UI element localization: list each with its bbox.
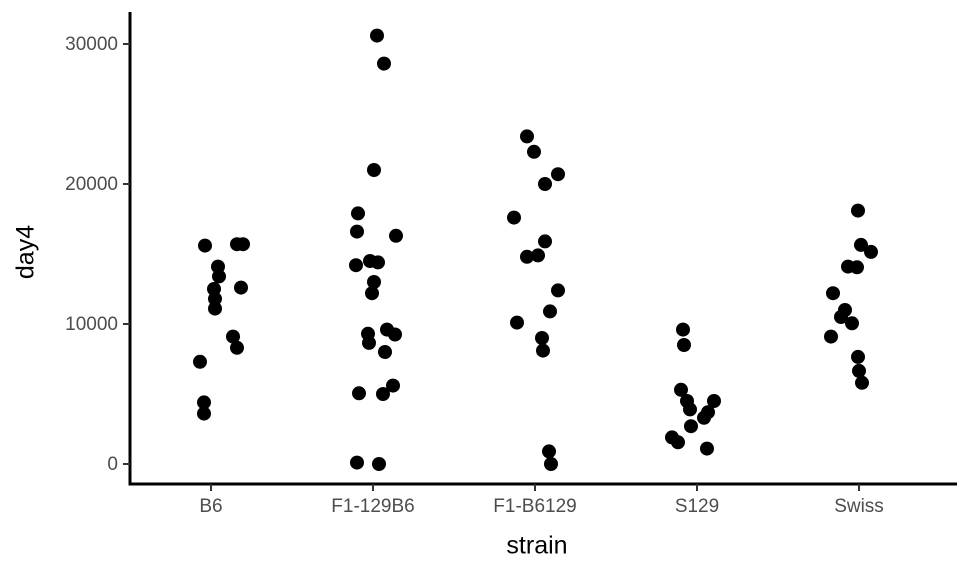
data-point: [208, 301, 222, 316]
data-point: [542, 444, 556, 459]
data-point: [349, 258, 363, 273]
data-point: [367, 163, 381, 177]
data-point: [674, 382, 688, 397]
data-point: [230, 340, 244, 355]
data-point: [372, 457, 386, 471]
data-point: [362, 335, 376, 350]
data-point: [389, 228, 403, 243]
data-point: [824, 329, 838, 344]
data-point: [683, 402, 697, 417]
y-tick-label: 30000: [65, 34, 118, 55]
data-point: [236, 237, 250, 252]
x-tick-label: S129: [675, 496, 719, 517]
y-tick-label: 0: [107, 454, 118, 475]
data-point: [851, 349, 865, 364]
data-point: [535, 331, 549, 345]
data-point: [707, 394, 721, 408]
data-point: [212, 269, 226, 284]
data-point: [520, 249, 534, 264]
data-point: [845, 316, 859, 331]
data-point: [543, 304, 557, 319]
data-point: [671, 435, 685, 450]
data-point: [834, 310, 848, 324]
y-axis-title: day4: [11, 224, 40, 280]
data-point: [388, 327, 402, 342]
data-point: [208, 291, 222, 306]
data-point: [826, 286, 840, 301]
data-point: [370, 28, 384, 43]
data-point: [226, 329, 240, 344]
data-point: [377, 56, 391, 71]
data-point: [864, 244, 878, 259]
data-point: [538, 177, 552, 191]
data-point: [197, 406, 211, 421]
data-point: [677, 338, 691, 352]
data-point: [378, 345, 392, 359]
data-point: [365, 286, 379, 301]
x-tick-label: F1-129B6: [331, 496, 414, 517]
data-point: [376, 387, 390, 401]
data-point: [697, 410, 711, 425]
data-point: [852, 363, 866, 378]
data-point: [551, 283, 565, 298]
data-point: [351, 206, 365, 221]
data-point: [538, 234, 552, 249]
x-tick-label: F1-B6129: [493, 496, 576, 517]
x-axis-title: strain: [506, 531, 568, 560]
data-point: [700, 441, 714, 456]
data-point: [371, 255, 385, 270]
data-point: [197, 395, 211, 410]
data-point: [531, 248, 545, 263]
data-point: [527, 144, 541, 159]
data-point: [386, 378, 400, 393]
data-point: [507, 210, 521, 225]
data-point: [350, 224, 364, 239]
data-point: [536, 343, 550, 358]
data-point: [350, 455, 364, 470]
data-point: [510, 315, 524, 330]
x-tick-label: Swiss: [834, 496, 884, 517]
data-point: [520, 129, 534, 144]
data-point: [850, 260, 864, 275]
data-point: [551, 167, 565, 182]
data-point: [198, 238, 212, 253]
y-tick-label: 10000: [65, 314, 118, 335]
data-point: [684, 419, 698, 434]
data-point: [851, 203, 865, 218]
data-point: [544, 457, 558, 471]
data-point: [854, 237, 868, 252]
data-point: [367, 275, 381, 289]
data-point: [676, 322, 690, 337]
data-point: [193, 354, 207, 369]
x-tick-label: B6: [199, 496, 222, 517]
data-point: [352, 386, 366, 401]
data-point: [234, 280, 248, 295]
data-point: [855, 375, 869, 390]
y-tick-label: 20000: [65, 174, 118, 195]
